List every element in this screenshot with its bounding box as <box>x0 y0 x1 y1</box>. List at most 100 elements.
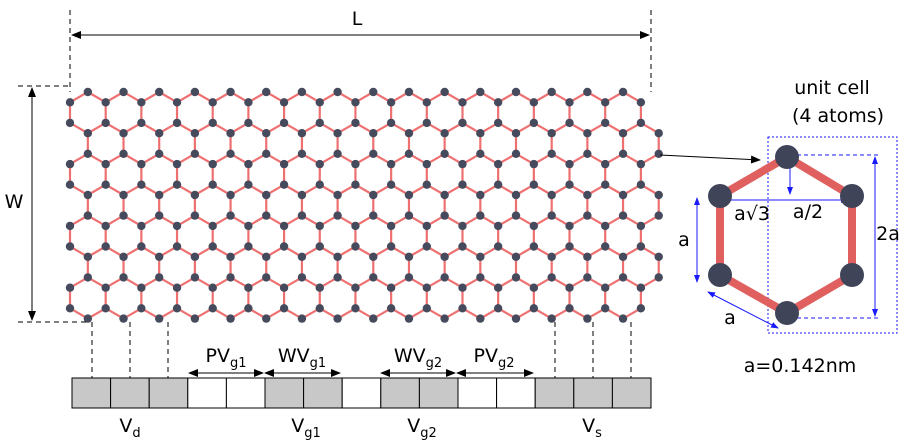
atom <box>458 181 466 189</box>
atom <box>191 150 199 158</box>
atom <box>101 284 109 292</box>
atom <box>583 191 591 199</box>
atom <box>423 98 431 106</box>
atom <box>298 88 306 96</box>
atom <box>84 129 92 137</box>
atom <box>155 253 163 261</box>
atom <box>351 222 359 230</box>
atom <box>66 242 74 250</box>
gate-width-label-sub: g2 <box>498 356 515 371</box>
atom <box>405 191 413 199</box>
atom <box>209 98 217 106</box>
atom <box>155 273 163 281</box>
atom <box>637 181 645 189</box>
atom <box>209 304 217 312</box>
atom <box>119 253 127 261</box>
gate-width-label-main: WV <box>278 345 310 367</box>
atom <box>583 150 591 158</box>
gate-width-label-main: PV <box>474 345 498 367</box>
atom <box>137 242 145 250</box>
atom <box>512 211 520 219</box>
electrode-label-main: V <box>291 415 304 437</box>
atom <box>512 253 520 261</box>
gate-width-label-sub: g1 <box>310 356 327 371</box>
atom <box>191 314 199 322</box>
atom <box>280 222 288 230</box>
atom <box>316 160 324 168</box>
atom <box>440 314 448 322</box>
atom <box>84 191 92 199</box>
atom <box>619 253 627 261</box>
atom <box>244 181 252 189</box>
atom <box>387 119 395 127</box>
atom <box>458 284 466 292</box>
atom <box>155 150 163 158</box>
gate-cell <box>612 378 651 408</box>
atom <box>298 150 306 158</box>
atom <box>369 253 377 261</box>
atom <box>66 98 74 106</box>
electrode-label: Vg2 <box>407 415 437 441</box>
gate-cell <box>535 378 574 408</box>
gate-cell <box>458 378 497 408</box>
atom <box>101 98 109 106</box>
atom <box>387 181 395 189</box>
atom <box>137 284 145 292</box>
atom <box>351 119 359 127</box>
atom <box>226 314 234 322</box>
gate-width-label: WVg2 <box>394 345 442 371</box>
atom <box>619 150 627 158</box>
atom <box>369 150 377 158</box>
atom <box>333 129 341 137</box>
gate-width-label-sub: g1 <box>230 356 247 371</box>
atom <box>101 222 109 230</box>
span-label: a√3 <box>734 203 770 225</box>
atom <box>155 88 163 96</box>
atom <box>262 150 270 158</box>
atom <box>298 191 306 199</box>
atom <box>387 304 395 312</box>
atom <box>226 150 234 158</box>
atom <box>209 284 217 292</box>
atom <box>547 191 555 199</box>
atom <box>547 150 555 158</box>
edge-label: a <box>724 307 736 329</box>
atom <box>333 273 341 281</box>
gate-width-label-main: WV <box>394 345 426 367</box>
atom <box>583 273 591 281</box>
atom <box>84 273 92 281</box>
atom <box>476 273 484 281</box>
gate-width-label: PVg1 <box>206 345 247 371</box>
atom <box>369 129 377 137</box>
gate-width-label-main: PV <box>206 345 230 367</box>
atom <box>280 98 288 106</box>
electrode-label-sub: s <box>595 426 602 441</box>
atom <box>66 160 74 168</box>
atom <box>209 222 217 230</box>
atom <box>458 160 466 168</box>
atom <box>173 160 181 168</box>
atom <box>565 160 573 168</box>
atom <box>476 129 484 137</box>
atom <box>530 222 538 230</box>
lattice-constant: a=0.142nm <box>744 355 857 377</box>
atom <box>619 191 627 199</box>
atom <box>601 98 609 106</box>
atom <box>405 150 413 158</box>
height-label: 2a <box>876 223 900 245</box>
atom <box>66 304 74 312</box>
atom <box>494 98 502 106</box>
atom <box>565 284 573 292</box>
atom <box>66 181 74 189</box>
atom <box>601 284 609 292</box>
atom <box>369 88 377 96</box>
atom <box>655 273 663 281</box>
atom <box>209 242 217 250</box>
atom <box>101 119 109 127</box>
atom <box>369 273 377 281</box>
atom <box>155 314 163 322</box>
atom <box>101 160 109 168</box>
atom <box>494 284 502 292</box>
atom <box>458 119 466 127</box>
atom <box>316 119 324 127</box>
